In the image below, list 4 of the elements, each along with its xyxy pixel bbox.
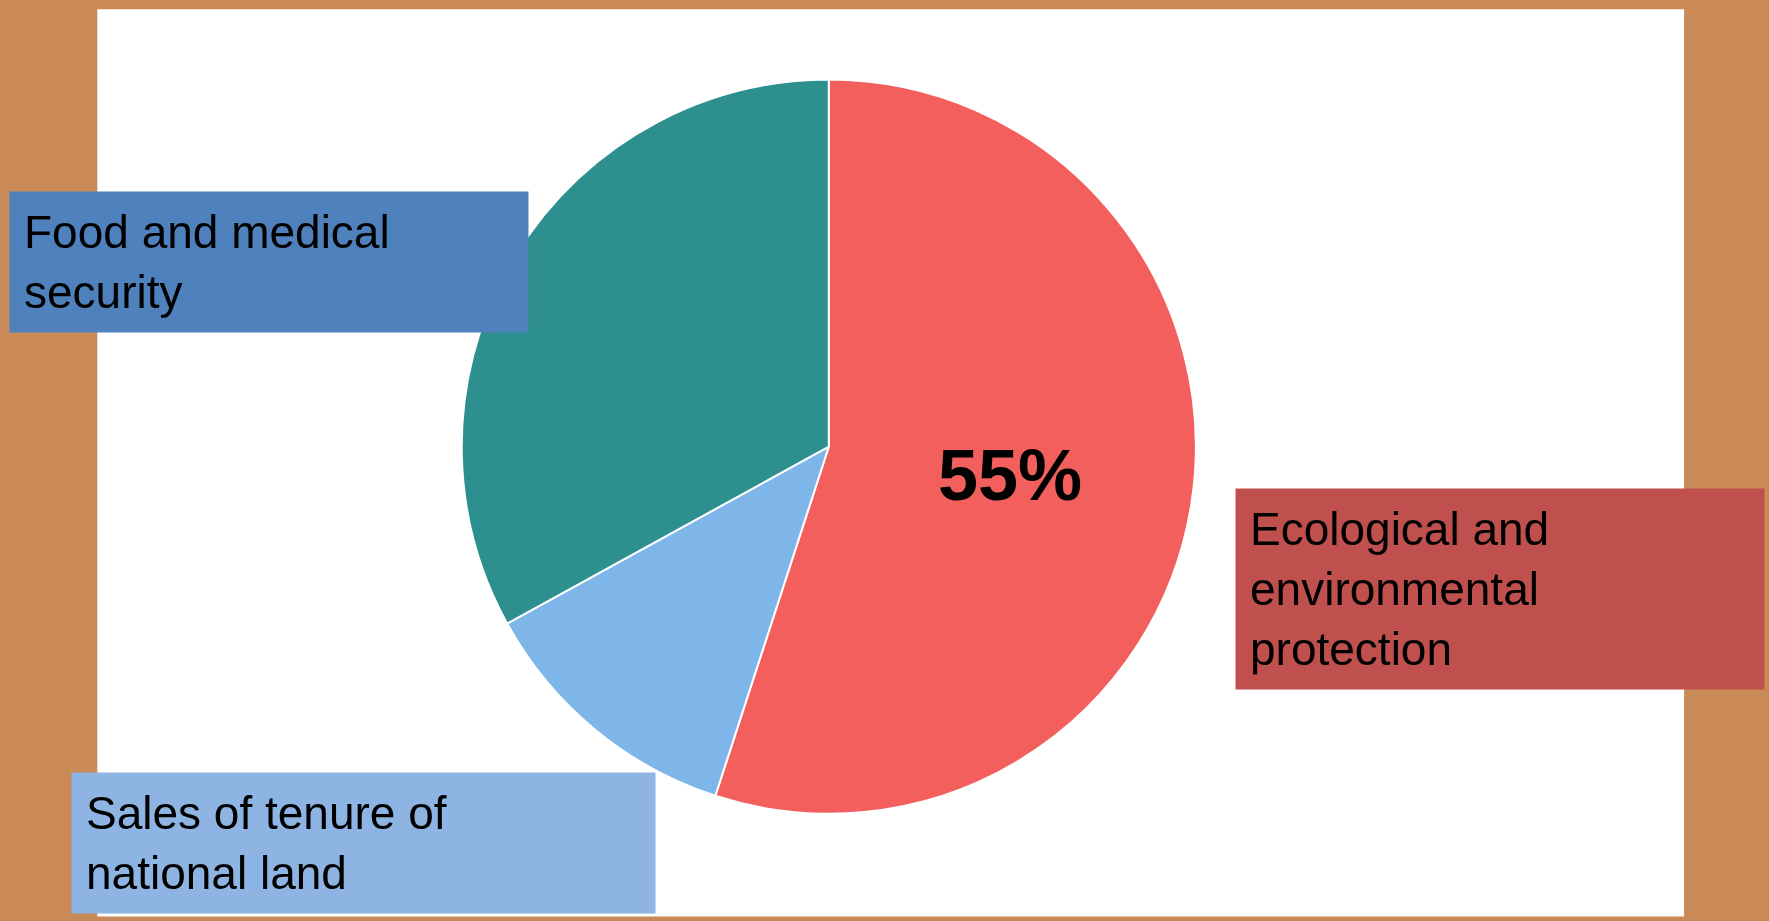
data-label: 55% [938,435,1083,516]
slice-label: Food and medical security [24,206,390,318]
slice-label: Sales of tenure of national land [86,787,447,899]
slice-label: Ecological and environmental protection [1250,503,1550,675]
